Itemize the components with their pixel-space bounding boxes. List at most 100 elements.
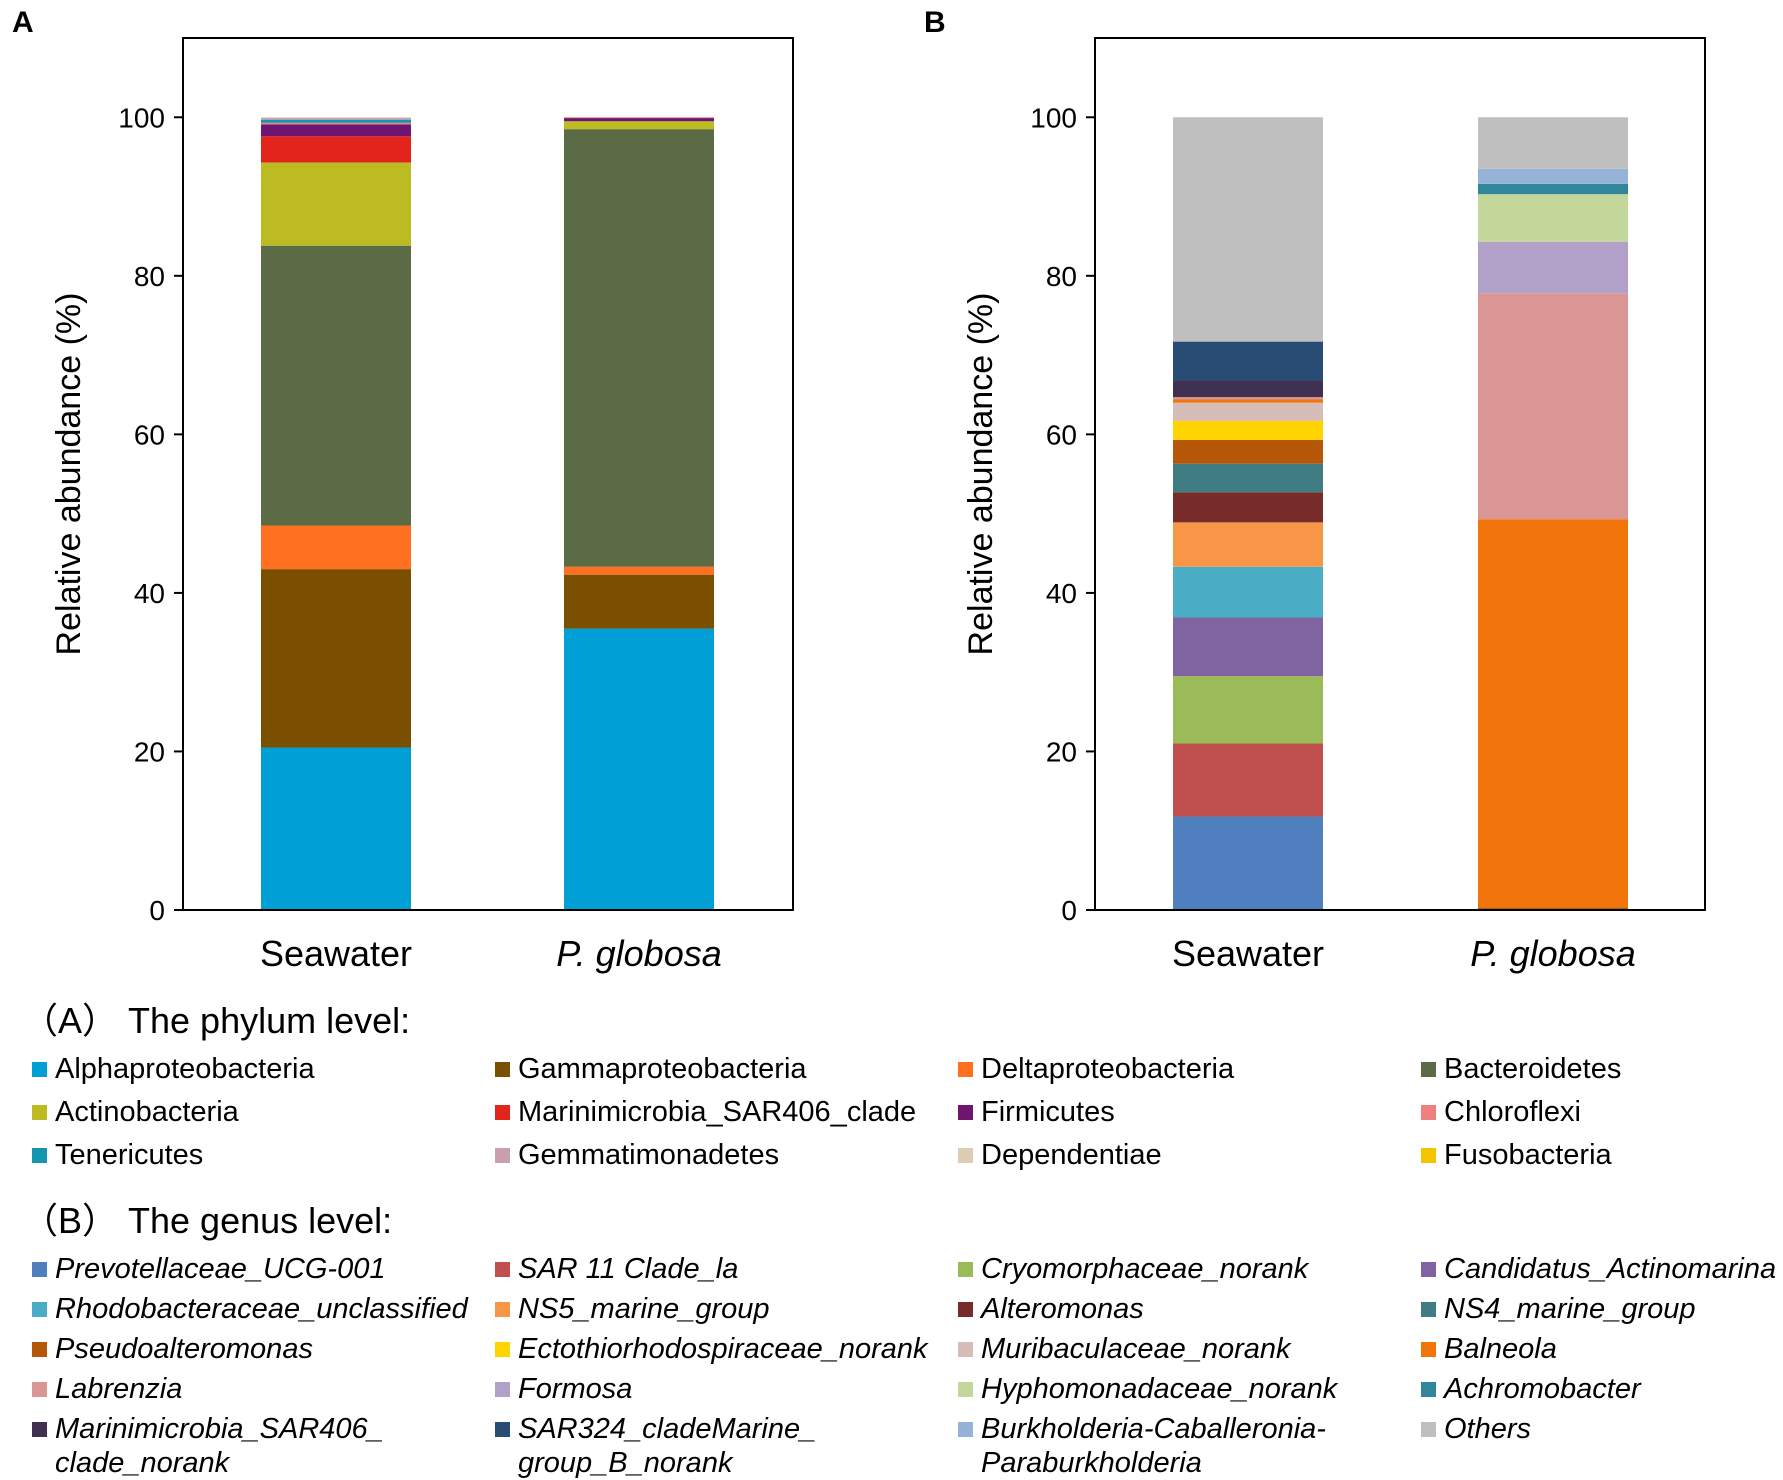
legend-label: SAR 11 Clade_la	[518, 1253, 739, 1285]
chart-a-bar-seawater-gammaproteobacteria	[261, 569, 411, 748]
chart-a-y-tick-label: 20	[134, 736, 165, 767]
legend-swatch	[32, 1302, 47, 1317]
legend-swatch	[495, 1422, 510, 1437]
legend-swatch	[1421, 1062, 1436, 1077]
chart-a-y-tick-label: 40	[134, 578, 165, 609]
legend-item: Cryomorphaceae_norank	[958, 1252, 1308, 1286]
chart-b-y-axis-label: Relative abundance (%)	[962, 293, 1000, 656]
legend-swatch	[958, 1105, 973, 1120]
chart-b-bar-seawater-cryomorphaceae-norank	[1173, 676, 1323, 744]
legend-item: Marinimicrobia_SAR406_clade	[495, 1095, 916, 1129]
chart-b-bar-seawater-marinimicrobia-sar406-clade-norank	[1173, 380, 1323, 398]
legend-phylum: Alphaproteobacteria Gammaproteobacteria De…	[32, 1052, 1772, 1182]
chart-a-bar-p-globosa-actinobacteria	[564, 121, 714, 130]
chart-b-plot-frame	[1094, 37, 1706, 911]
legend-label: Prevotellaceae_UCG-001	[55, 1253, 386, 1285]
chart-a-y-tick-label: 0	[149, 895, 165, 926]
legend-label: Cryomorphaceae_norank	[981, 1253, 1309, 1285]
legend-item: Burkholderia-Caballeronia- Paraburkholde…	[958, 1412, 1326, 1480]
legend-swatch	[1421, 1382, 1436, 1397]
legend-item: Actinobacteria	[32, 1095, 239, 1129]
chart-b-bar-seawater-pseudoalteromonas	[1173, 439, 1323, 464]
chart-a-bar-p-globosa-chloroflexi	[564, 117, 714, 119]
chart-a-bar-seawater-firmicutes	[261, 124, 411, 137]
legend-item: Alphaproteobacteria	[32, 1052, 315, 1086]
chart-b-bar-p-globosa-others	[1478, 117, 1628, 169]
legend-swatch	[32, 1422, 47, 1437]
chart-b-bar-p-globosa-hyphomonadaceae-norank	[1478, 194, 1628, 242]
chart-a-bar-seawater-gemmatimonadetes	[261, 118, 411, 120]
legend-genus-title: （B） The genus level:	[22, 1200, 393, 1241]
chart-b-bar-seawater-sar-11-clade-la	[1173, 743, 1323, 817]
legend-swatch	[32, 1062, 47, 1077]
chart-a-bar-seawater-actinobacteria	[261, 162, 411, 246]
legend-label: NS4_marine_group	[1444, 1293, 1696, 1325]
legend-label: Hyphomonadaceae_norank	[981, 1373, 1338, 1405]
chart-b-x-category-label: P. globosa	[1470, 933, 1635, 974]
chart-a-y-tick-label: 60	[134, 419, 165, 450]
legend-label: Candidatus_Actinomarina	[1444, 1253, 1777, 1285]
legend-label: Chloroflexi	[1444, 1096, 1581, 1128]
legend-label: Rhodobacteraceae_unclassified	[55, 1293, 468, 1325]
chart-b-bar-seawater-alteromonas	[1173, 492, 1323, 523]
chart-a-bar-seawater-chloroflexi	[261, 122, 411, 125]
legend-item: Tenericutes	[32, 1138, 203, 1172]
chart-b-bar-p-globosa-pseudoalteromonas	[1478, 907, 1628, 910]
chart-b-bar-seawater-ns5-marine-group	[1173, 522, 1323, 567]
legend-label: Alteromonas	[981, 1293, 1144, 1325]
legend-item: Hyphomonadaceae_norank	[958, 1372, 1337, 1406]
chart-b-bar-p-globosa-achromobacter	[1478, 183, 1628, 195]
chart-b-bar-seawater-labrenzia	[1173, 397, 1323, 400]
legend-item: Marinimicrobia_SAR406_ clade_norank	[32, 1412, 384, 1480]
legend-swatch	[495, 1148, 510, 1163]
legend-item: NS5_marine_group	[495, 1292, 769, 1326]
chart-a-bar-seawater-alphaproteobacteria	[261, 747, 411, 910]
legend-label: Marinimicrobia_SAR406_ clade_norank	[55, 1413, 384, 1479]
legend-item: SAR 11 Clade_la	[495, 1252, 738, 1286]
legend-item: Bacteroidetes	[1421, 1052, 1621, 1086]
chart-a-bar-seawater-dependentiae	[261, 117, 411, 119]
legend-swatch	[32, 1105, 47, 1120]
legend-swatch	[958, 1262, 973, 1277]
legend-item: NS4_marine_group	[1421, 1292, 1695, 1326]
legend-item: Firmicutes	[958, 1095, 1115, 1129]
legend-label: Burkholderia-Caballeronia- Paraburkholde…	[981, 1413, 1326, 1479]
legend-swatch	[495, 1262, 510, 1277]
chart-a-panel-label: A	[12, 6, 34, 39]
legend-item: Pseudoalteromonas	[32, 1332, 313, 1366]
chart-b-bar-seawater-candidatus-actinomarina	[1173, 617, 1323, 677]
legend-swatch	[958, 1148, 973, 1163]
legend-label: Actinobacteria	[55, 1096, 239, 1128]
legend-label: Muribaculaceae_norank	[981, 1333, 1291, 1365]
legend-swatch	[495, 1062, 510, 1077]
legend-item: Gammaproteobacteria	[495, 1052, 807, 1086]
legend-label: Balneola	[1444, 1333, 1557, 1365]
chart-b-bar-seawater-rhodobacteraceae-unclassified	[1173, 566, 1323, 618]
chart-a-bar-p-globosa-bacteroidetes	[564, 129, 714, 567]
legend-swatch	[32, 1382, 47, 1397]
legend-label: Deltaproteobacteria	[981, 1053, 1235, 1085]
legend-label: NS5_marine_group	[518, 1293, 770, 1325]
legend-label: Labrenzia	[55, 1373, 183, 1405]
chart-b-bar-p-globosa-formosa	[1478, 241, 1628, 294]
legend-item: Gemmatimonadetes	[495, 1138, 779, 1172]
legend-label: Formosa	[518, 1373, 633, 1405]
legend-item: Candidatus_Actinomarina	[1421, 1252, 1776, 1286]
legend-item: SAR324_cladeMarine_ group_B_norank	[495, 1412, 816, 1480]
chart-a-bar-seawater-bacteroidetes	[261, 245, 411, 526]
legend-label: Fusobacteria	[1444, 1139, 1612, 1171]
chart-b-panel-label: B	[924, 6, 946, 39]
legend-label: Others	[1444, 1413, 1532, 1445]
chart-b-bar-seawater-sar324-clademarine-group-b-norank	[1173, 341, 1323, 381]
chart-a-bar-seawater-marinimicrobia-sar406-clade	[261, 136, 411, 163]
legend-swatch	[32, 1148, 47, 1163]
chart-a-x-category-label: Seawater	[260, 933, 412, 974]
legend-item: Dependentiae	[958, 1138, 1162, 1172]
chart-a-bar-p-globosa-alphaproteobacteria	[564, 628, 714, 910]
chart-b-y-tick-label: 100	[1030, 102, 1077, 133]
legend-swatch	[1421, 1105, 1436, 1120]
legend-swatch	[958, 1062, 973, 1077]
stacked-bar-charts: A 0 20 40 60 80 100 Relative abundance (%) Seawa…	[12, 6, 1706, 974]
chart-b-bar-seawater-ns4-marine-group	[1173, 463, 1323, 493]
legend-swatch	[495, 1302, 510, 1317]
